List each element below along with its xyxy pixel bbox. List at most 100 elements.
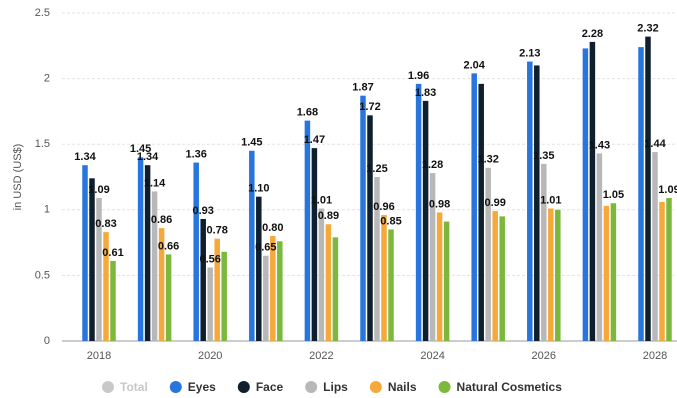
bar	[645, 36, 651, 342]
bar	[610, 203, 617, 341]
data-label: 1.28	[422, 159, 443, 171]
bar	[596, 153, 603, 341]
data-label: 1.45	[130, 143, 151, 155]
data-label: 1.83	[415, 87, 436, 99]
data-label: 1.09	[88, 184, 109, 196]
bar	[165, 254, 172, 341]
data-label: 0.93	[192, 205, 213, 217]
bar	[443, 221, 450, 341]
bar	[429, 173, 436, 341]
legend-marker	[369, 381, 382, 393]
data-label: 0.56	[199, 253, 220, 265]
bar	[381, 215, 387, 341]
legend-marker	[438, 381, 451, 393]
y-tick-label: 1	[44, 204, 50, 216]
data-label: 0.83	[95, 218, 116, 230]
data-label: 1.09	[658, 184, 677, 196]
x-tick-label: 2018	[87, 350, 111, 362]
data-label: 2.28	[582, 28, 603, 40]
bar	[325, 224, 332, 341]
data-label: 1.34	[137, 151, 159, 163]
bar	[638, 47, 644, 341]
bar	[110, 260, 116, 341]
data-label: 0.99	[484, 197, 505, 209]
data-label: 1.05	[603, 189, 624, 201]
bar	[249, 150, 255, 341]
bar	[96, 197, 102, 341]
legend-label: Eyes	[188, 380, 216, 394]
bar	[666, 197, 672, 341]
data-label: 0.61	[102, 247, 123, 259]
legend-marker	[305, 381, 318, 393]
legend-item[interactable]: Lips	[305, 380, 348, 394]
x-tick-label: 2020	[198, 350, 222, 362]
bar	[144, 165, 151, 341]
data-label: 0.78	[206, 225, 227, 237]
bar	[589, 41, 596, 341]
bar	[659, 201, 665, 341]
legend-marker	[102, 381, 114, 393]
data-label: 0.98	[429, 198, 450, 210]
bar	[158, 228, 165, 341]
data-label: 1.01	[540, 194, 561, 206]
bar	[485, 167, 491, 341]
legend-item[interactable]: Nails	[369, 380, 417, 394]
data-label: 1.01	[311, 194, 332, 206]
data-label: 1.25	[366, 163, 387, 175]
bar	[422, 100, 429, 342]
data-label: 1.14	[144, 177, 166, 189]
bar	[555, 209, 561, 341]
x-tick-label: 2028	[643, 350, 667, 362]
legend-marker	[169, 381, 182, 393]
y-tick-label: 2	[44, 73, 50, 85]
data-label: 0.66	[158, 240, 179, 252]
bar	[311, 148, 318, 341]
bar	[367, 115, 373, 341]
data-label: 1.36	[185, 148, 206, 160]
bar	[415, 83, 422, 342]
bar	[270, 236, 276, 341]
legend-item[interactable]: Eyes	[169, 380, 216, 394]
legend-label: Lips	[323, 380, 348, 394]
data-label: 0.80	[262, 222, 283, 234]
data-label: 1.43	[589, 139, 610, 151]
bar	[332, 237, 339, 341]
x-tick-label: 2024	[420, 350, 444, 362]
legend-item[interactable]: Natural Cosmetics	[438, 380, 563, 394]
data-label: 0.65	[255, 242, 276, 254]
bar	[277, 241, 283, 341]
bar	[360, 95, 366, 341]
data-label: 1.10	[248, 183, 269, 195]
bar	[388, 229, 394, 341]
data-label: 1.44	[644, 138, 666, 150]
data-label: 1.47	[304, 134, 325, 146]
data-label: 2.13	[519, 47, 540, 59]
legend-item[interactable]: Total	[102, 380, 148, 394]
y-tick-label: 1.5	[35, 138, 50, 150]
y-tick-label: 2.5	[35, 7, 50, 19]
bar	[304, 120, 311, 341]
bar	[374, 177, 380, 341]
data-label: 1.34	[74, 151, 96, 163]
bar	[103, 232, 109, 341]
x-tick-label: 2026	[532, 350, 556, 362]
bar	[534, 65, 540, 341]
data-label: 2.04	[463, 59, 485, 71]
data-label: 1.32	[477, 154, 498, 166]
bar	[471, 73, 477, 342]
data-label: 0.89	[318, 210, 339, 222]
legend-label: Nails	[388, 380, 417, 394]
bar	[499, 216, 505, 341]
x-tick-label: 2022	[309, 350, 333, 362]
bar	[603, 205, 610, 341]
bar	[82, 165, 88, 341]
bar	[318, 208, 325, 341]
bar	[256, 196, 262, 341]
y-tick-label: 0.5	[35, 269, 50, 281]
data-label: 0.96	[373, 201, 394, 213]
legend-item[interactable]: Face	[237, 380, 284, 394]
legend-marker	[237, 381, 250, 393]
data-label: 1.96	[408, 70, 429, 82]
legend-label: Total	[120, 380, 148, 394]
